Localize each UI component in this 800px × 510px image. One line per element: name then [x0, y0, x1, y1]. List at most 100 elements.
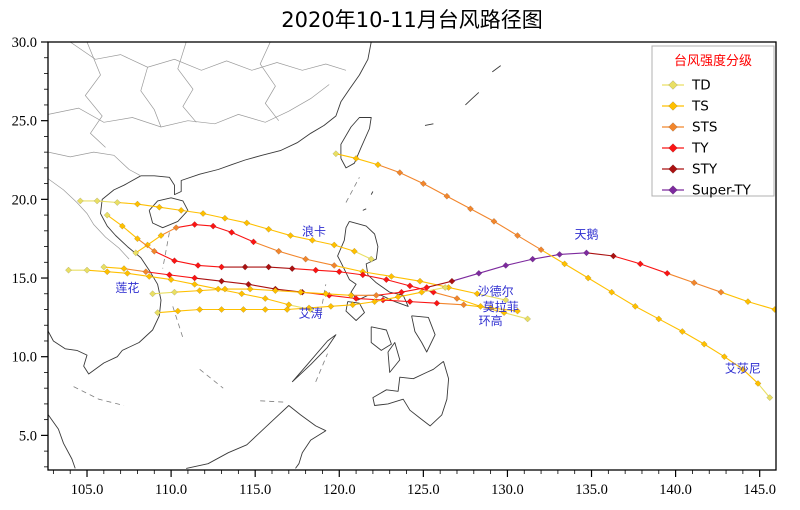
axes-layer: 105.0 110.0 115.0 120.0 125.0 130.0 135.0 140.0… — [12, 35, 777, 498]
track-point-marker — [398, 288, 405, 296]
track-point-marker — [394, 293, 402, 301]
track-point-marker — [308, 236, 316, 244]
typhoon-track — [332, 150, 774, 402]
maritime-dashed-line — [162, 232, 170, 269]
track-point-marker — [690, 279, 698, 287]
track-point-marker — [441, 284, 449, 291]
track-segment — [248, 283, 276, 290]
track-point-marker — [631, 302, 639, 310]
track-point-marker — [241, 263, 249, 271]
track-segment — [305, 258, 335, 266]
track-point-marker — [271, 287, 279, 295]
track-point-marker — [406, 298, 414, 306]
track-point-marker — [194, 261, 202, 269]
track-segment — [170, 279, 195, 285]
track-point-marker — [288, 265, 296, 273]
storm-name-label: 环高 — [479, 313, 503, 328]
coastline-path — [411, 315, 436, 353]
track-point-marker — [120, 265, 128, 273]
track-segment — [374, 296, 399, 303]
track-segment — [160, 227, 177, 237]
coastline-path — [148, 197, 189, 229]
track-point-marker — [76, 197, 84, 205]
track-segment — [477, 293, 506, 301]
track-point-marker — [275, 247, 283, 255]
track-segment — [330, 304, 353, 307]
coastline-path — [370, 326, 392, 351]
track-point-marker — [123, 269, 131, 277]
track-segment — [757, 383, 771, 398]
track-segment — [145, 271, 170, 276]
track-segment — [398, 291, 422, 298]
track-segment — [137, 203, 160, 208]
track-segment — [265, 297, 289, 306]
track-segment — [127, 272, 150, 278]
track-point-marker — [191, 280, 199, 288]
track-point-marker — [165, 271, 173, 279]
track-point-marker — [118, 222, 126, 230]
track-point-marker — [433, 299, 441, 307]
track-segment — [503, 312, 528, 320]
track-segment — [268, 266, 293, 270]
typhoon-track — [132, 221, 510, 304]
track-segment — [409, 301, 437, 304]
legend: 台风强度分级 TD TS STS TY STY Super-TY — [651, 45, 775, 199]
track-segment — [278, 250, 306, 260]
track-point-marker — [322, 290, 330, 298]
track-segment — [300, 291, 326, 295]
storm-name-label: 莫拉菲 — [483, 299, 519, 314]
storm-name-label: 浪卡 — [302, 224, 326, 239]
track-segment — [275, 290, 301, 293]
track-segment — [169, 274, 195, 279]
track-segment — [362, 271, 392, 277]
coastline-path — [387, 342, 401, 373]
legend-entry-label: Super-TY — [692, 183, 752, 199]
track-point-marker — [448, 277, 456, 285]
track-point-marker — [556, 250, 564, 258]
track-point-marker — [754, 380, 762, 387]
track-point-marker — [583, 249, 590, 257]
track-point-marker — [561, 260, 569, 268]
legend-marker-diamond — [668, 164, 678, 174]
storm-name-label: 艾莎尼 — [725, 361, 761, 375]
track-point-marker — [359, 271, 367, 279]
track-segment — [290, 235, 313, 241]
track-point-marker — [199, 210, 207, 217]
track-point-marker — [352, 154, 360, 162]
track-segment — [386, 279, 411, 287]
track-point-marker — [490, 217, 498, 225]
coastline-path — [340, 117, 372, 169]
track-point-marker — [374, 161, 382, 169]
track-point-marker — [663, 269, 671, 277]
track-segment — [334, 264, 363, 273]
coastline-path — [186, 405, 327, 469]
track-segment — [325, 293, 352, 296]
track-point-marker — [771, 306, 776, 313]
track-segment — [634, 305, 660, 320]
track-segment — [586, 252, 614, 257]
x-tick-label: 110.0 — [155, 482, 187, 498]
track-segment — [174, 260, 199, 266]
track-point-marker — [524, 315, 532, 323]
track-point-marker — [453, 295, 461, 302]
track-segment — [433, 291, 458, 300]
track-segment — [446, 195, 471, 210]
track-point-marker — [171, 257, 178, 265]
maritime-dashed-line — [320, 284, 327, 313]
track-point-marker — [157, 232, 165, 239]
track-segment — [356, 297, 384, 301]
track-point-marker — [744, 298, 752, 306]
track-segment — [742, 368, 759, 384]
track-segment — [559, 252, 587, 255]
track-segment — [564, 263, 589, 279]
y-tick-label: 25.0 — [12, 114, 37, 130]
administrative-boundary-path — [70, 42, 347, 71]
track-point-marker — [312, 266, 320, 274]
track-segment — [377, 164, 400, 174]
track-point-marker — [113, 199, 121, 206]
administrative-boundary-path — [140, 67, 162, 128]
track-point-marker — [739, 365, 747, 373]
track-segment — [103, 266, 125, 270]
track-segment — [480, 305, 505, 314]
